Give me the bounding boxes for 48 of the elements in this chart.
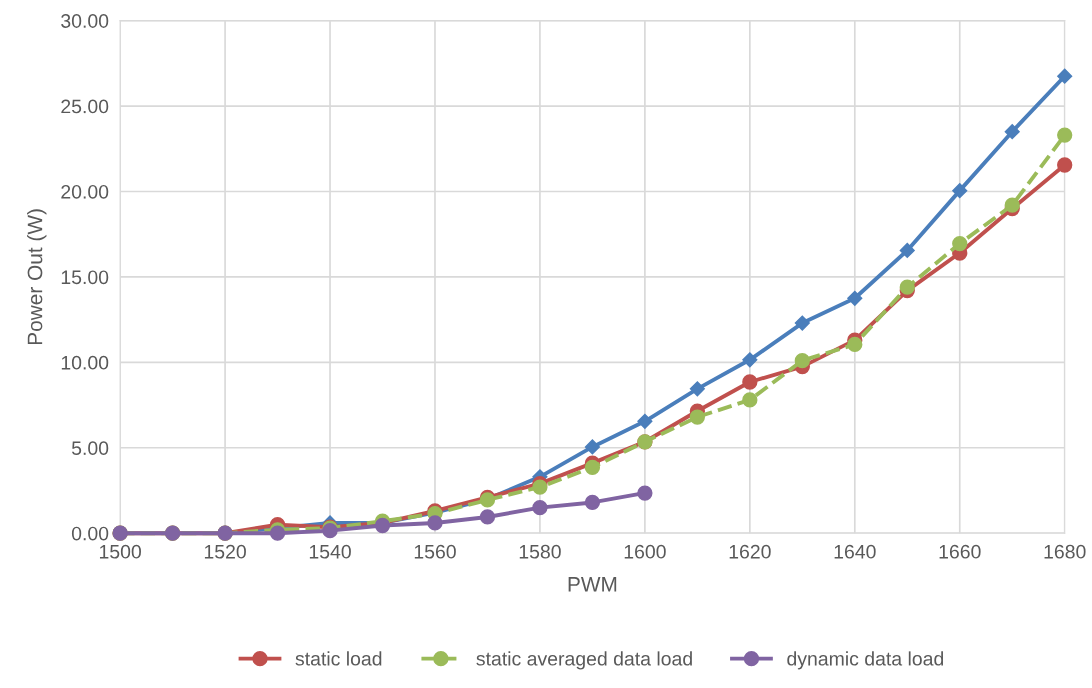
point [847, 336, 863, 353]
y-tick-label: 10.00 [61, 355, 109, 370]
point [794, 315, 810, 331]
x-tick-label: 1620 [729, 544, 771, 559]
point [532, 499, 548, 516]
y-tick-label: 0.00 [71, 526, 109, 541]
x-tick-label: 1540 [309, 544, 351, 559]
point [479, 509, 496, 525]
x-tick-label: 1640 [834, 544, 876, 559]
x-tick-label: 1520 [204, 544, 246, 559]
point [427, 515, 443, 531]
legend-label: static load [295, 651, 382, 666]
legend-label: static averaged data load [476, 651, 692, 670]
x-axis-title: PWM [568, 577, 617, 592]
point [1057, 127, 1073, 143]
point [637, 413, 653, 429]
x-tick-label: 1680 [1044, 544, 1086, 559]
y-tick-label: 15.00 [61, 270, 109, 285]
point [899, 242, 915, 259]
x-tick-label: 1660 [939, 544, 981, 559]
point [1004, 124, 1020, 140]
x-tick-label: 1500 [99, 544, 141, 559]
point [1057, 157, 1073, 173]
point [584, 439, 600, 455]
point [689, 409, 706, 425]
point [847, 290, 863, 306]
y-tick-label: 30.00 [61, 14, 109, 28]
point [899, 279, 915, 295]
point [742, 374, 758, 390]
x-tick-label: 1580 [519, 544, 561, 559]
point [584, 459, 601, 476]
point [1004, 197, 1020, 213]
point [742, 352, 758, 368]
point [637, 485, 653, 501]
point [689, 381, 705, 397]
y-axis-title: Power Out (W) [27, 209, 47, 345]
y-tick-label: 25.00 [61, 99, 109, 114]
x-tick-label: 1560 [414, 544, 456, 559]
point [1057, 68, 1073, 84]
x-tick-label: 1600 [624, 544, 666, 559]
legend-label: dynamic data load [787, 651, 944, 670]
point [742, 392, 758, 408]
point [584, 494, 601, 511]
point [952, 235, 968, 252]
point [952, 183, 968, 199]
y-tick-label: 20.00 [61, 184, 109, 199]
y-tick-label: 5.00 [71, 441, 109, 456]
point [794, 352, 810, 369]
